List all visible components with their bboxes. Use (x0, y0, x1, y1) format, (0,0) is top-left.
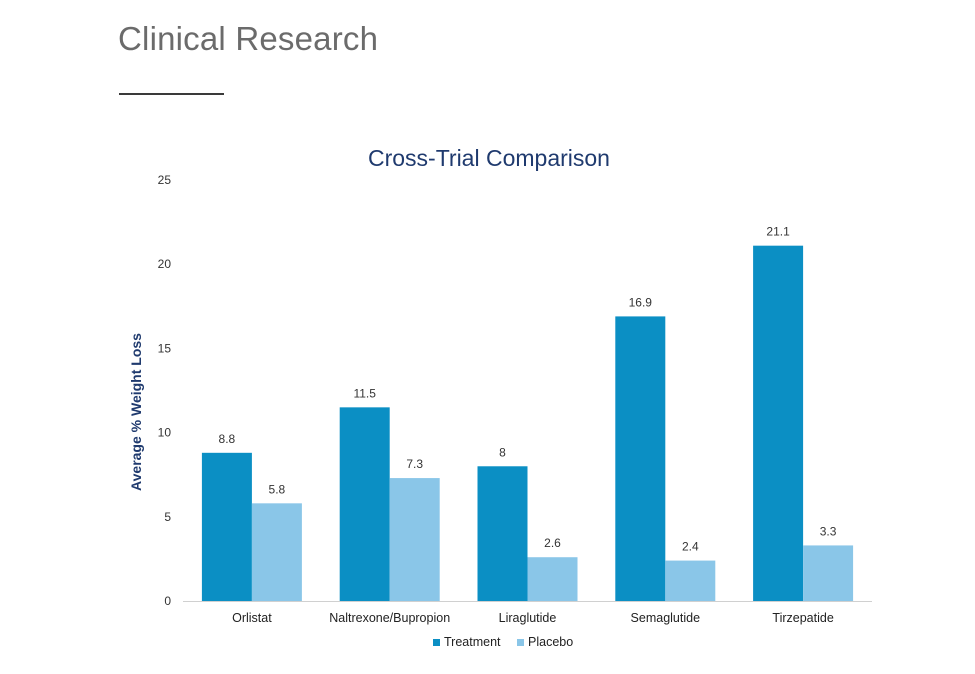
legend-swatch-placebo (517, 639, 524, 646)
bar-placebo (389, 478, 440, 601)
data-label: 2.6 (544, 536, 561, 550)
y-tick-label: 10 (158, 426, 172, 440)
bar-treatment (615, 316, 666, 601)
bar-placebo (803, 545, 854, 601)
y-tick-label: 0 (164, 594, 171, 608)
legend-label-treatment: Treatment (444, 635, 501, 649)
chart-title: Cross-Trial Comparison (368, 145, 610, 171)
y-tick-label: 5 (164, 510, 171, 524)
bar-placebo (665, 560, 716, 601)
bar-placebo (251, 503, 302, 601)
data-label: 2.4 (682, 540, 699, 554)
data-label: 21.1 (766, 225, 790, 239)
x-tick-label: Liraglutide (499, 611, 557, 625)
data-label: 8 (499, 445, 506, 459)
data-label: 16.9 (629, 295, 653, 309)
y-axis-label: Average % Weight Loss (128, 333, 144, 491)
plot-area: 0 5 10 15 20 25 8.8 5.8 Orlistat 11.5 7.3 Naltrexon… (158, 173, 872, 649)
bar-placebo (527, 557, 578, 601)
data-label: 7.3 (406, 457, 423, 471)
legend-swatch-treatment (433, 639, 440, 646)
title-divider (119, 93, 224, 95)
x-tick-label: Naltrexone/Bupropion (329, 611, 450, 625)
x-tick-label: Semaglutide (631, 611, 701, 625)
data-label: 8.8 (219, 432, 236, 446)
bar-treatment (477, 466, 528, 601)
legend-label-placebo: Placebo (528, 635, 573, 649)
bar-treatment (201, 452, 252, 601)
y-tick-label: 20 (158, 257, 172, 271)
y-tick-label: 15 (158, 341, 172, 355)
bar-treatment (339, 407, 390, 601)
y-tick-label: 25 (158, 173, 172, 187)
data-label: 11.5 (353, 386, 376, 400)
x-tick-label: Orlistat (232, 611, 272, 625)
bar-treatment (753, 245, 804, 601)
data-label: 3.3 (820, 524, 837, 538)
page-title: Clinical Research (118, 20, 379, 57)
data-label: 5.8 (269, 482, 286, 496)
x-tick-label: Tirzepatide (772, 611, 833, 625)
